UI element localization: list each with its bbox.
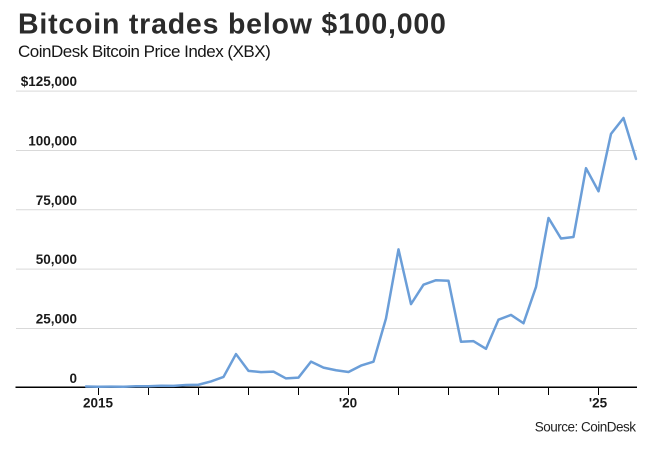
svg-text:Source: CoinDesk: Source: CoinDesk [535, 420, 637, 435]
svg-text:'25: '25 [589, 395, 608, 410]
svg-text:Bitcoin trades below $100,000: Bitcoin trades below $100,000 [18, 9, 447, 41]
svg-text:CoinDesk Bitcoin Price Index (: CoinDesk Bitcoin Price Index (XBX) [18, 42, 270, 61]
svg-text:$125,000: $125,000 [21, 74, 77, 89]
svg-text:100,000: 100,000 [28, 133, 77, 148]
svg-text:'20: '20 [339, 395, 357, 410]
svg-text:50,000: 50,000 [36, 252, 77, 267]
svg-text:75,000: 75,000 [36, 193, 77, 208]
svg-text:0: 0 [69, 371, 77, 386]
svg-text:25,000: 25,000 [36, 312, 77, 327]
svg-text:2015: 2015 [83, 395, 114, 410]
